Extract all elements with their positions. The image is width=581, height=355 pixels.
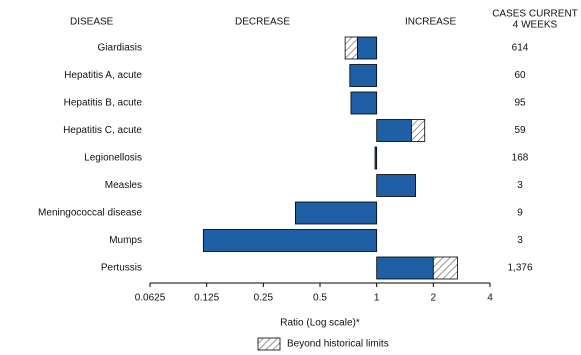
category-label: Legionellosis — [84, 153, 142, 164]
bar — [294, 201, 378, 225]
category-label: Hepatitis A, acute — [64, 70, 142, 81]
x-tick-label: 2 — [431, 293, 437, 304]
bar — [376, 174, 417, 197]
x-tick-label: 0.5 — [313, 293, 327, 304]
bar — [202, 229, 378, 252]
x-tick-label: 4 — [487, 293, 493, 304]
bar — [350, 91, 378, 115]
cases-value: 614 — [512, 43, 529, 54]
category-label: Meningococcal disease — [38, 208, 142, 219]
x-tick-label: 0.0625 — [135, 293, 166, 304]
legend-swatch — [257, 337, 281, 351]
bar — [376, 256, 434, 280]
bar — [374, 146, 378, 170]
bar — [349, 64, 378, 87]
category-label: Hepatitis B, acute — [64, 98, 143, 109]
cases-value: 60 — [514, 70, 526, 81]
x-tick-label: 0.25 — [254, 293, 274, 304]
cases-value: 95 — [514, 98, 526, 109]
cases-header: 4 WEEKS — [513, 20, 558, 31]
bar — [356, 36, 378, 60]
bar-beyond-limits — [344, 36, 358, 60]
category-label: Giardiasis — [98, 43, 142, 54]
bar-beyond-limits — [411, 119, 426, 142]
cases-value: 3 — [517, 180, 523, 191]
legend-label: Beyond historical limits — [287, 339, 389, 350]
bar — [376, 119, 412, 142]
decrease-header: DECREASE — [235, 17, 290, 28]
category-label: Pertussis — [101, 263, 142, 274]
disease-header: DISEASE — [70, 17, 114, 28]
category-label: Hepatitis C, acute — [63, 125, 142, 136]
cases-value: 9 — [517, 208, 523, 219]
bar-beyond-limits — [432, 256, 458, 280]
category-label: Mumps — [109, 235, 142, 246]
cases-value: 1,376 — [507, 263, 532, 274]
x-axis-label: Ratio (Log scale)* — [280, 318, 360, 329]
cases-value: 168 — [512, 153, 529, 164]
x-tick-label: 0.125 — [194, 293, 219, 304]
category-label: Measles — [105, 180, 142, 191]
increase-header: INCREASE — [405, 17, 456, 28]
cases-value: 59 — [514, 125, 526, 136]
cases-header: CASES CURRENT — [492, 9, 578, 20]
x-tick-label: 1 — [374, 293, 380, 304]
cases-value: 3 — [517, 235, 523, 246]
